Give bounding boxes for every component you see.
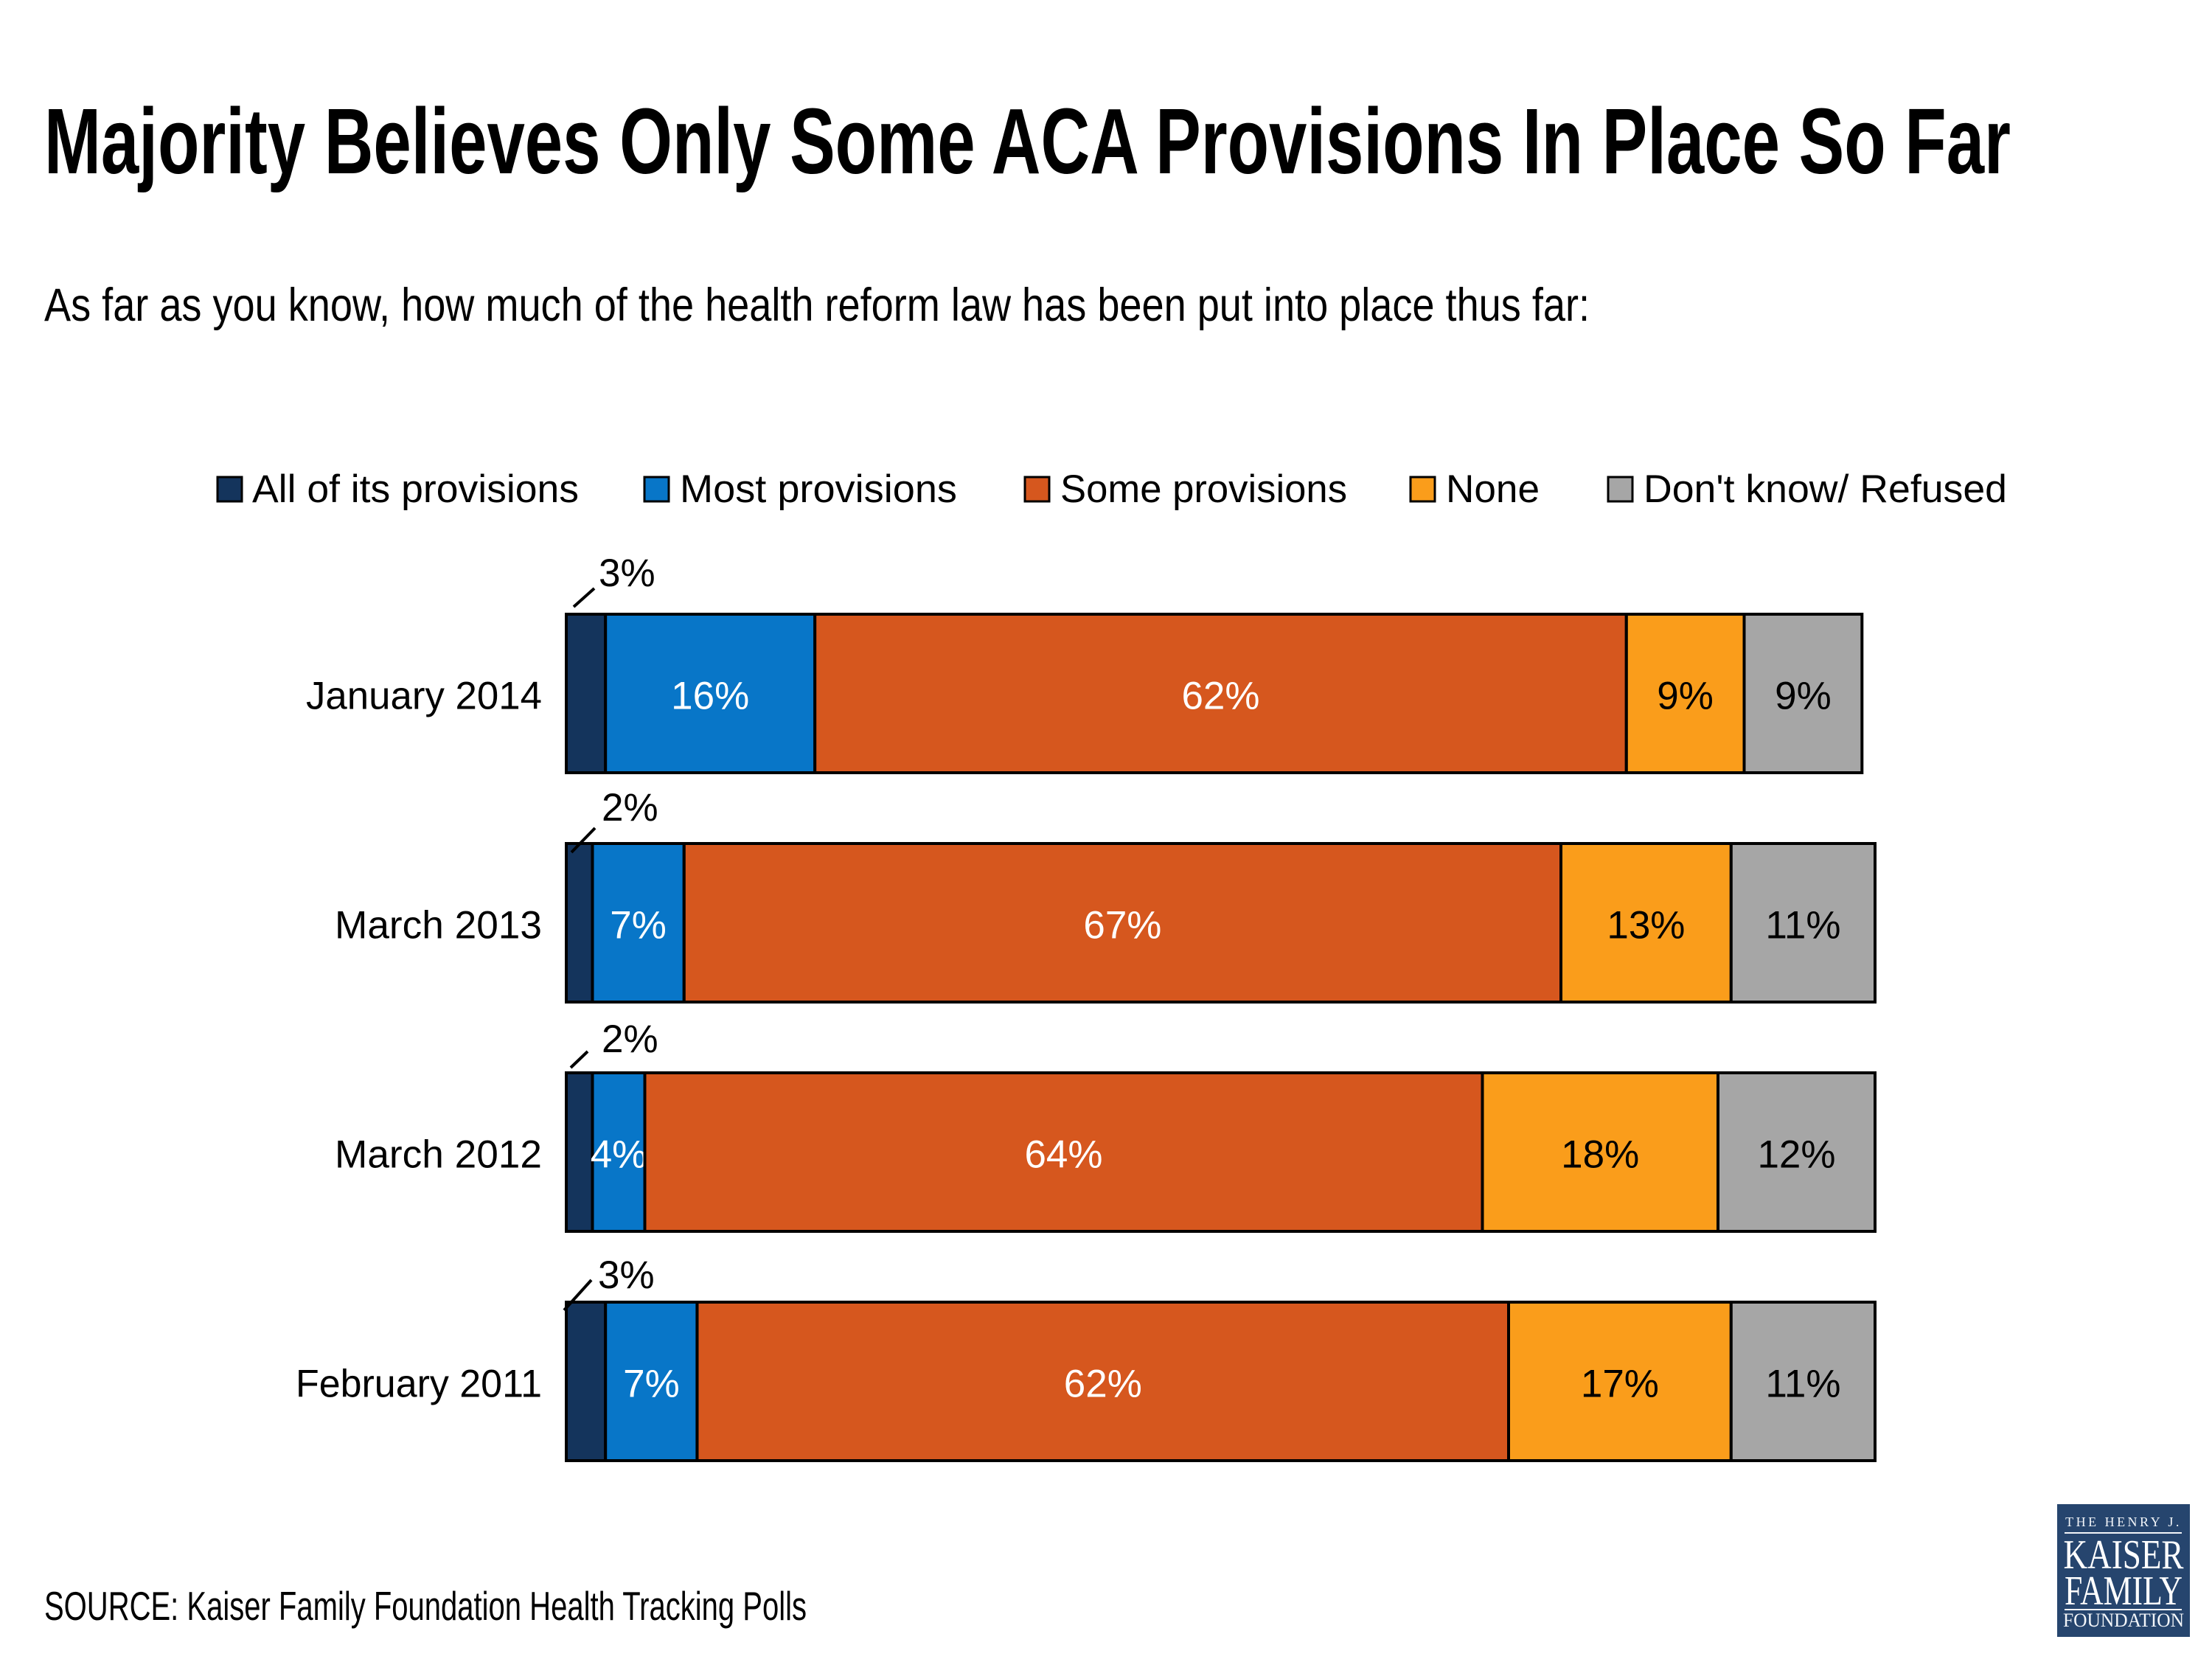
svg-text:11%: 11%	[1765, 1363, 1840, 1406]
svg-text:January 2014: January 2014	[306, 675, 542, 718]
svg-text:All of its provisions: All of its provisions	[252, 467, 579, 511]
svg-text:9%: 9%	[1657, 675, 1714, 718]
svg-text:March 2012: March 2012	[335, 1133, 542, 1177]
svg-text:FAMILY: FAMILY	[2065, 1568, 2183, 1614]
svg-text:SOURCE: Kaiser Family Foundati: SOURCE: Kaiser Family Foundation Health …	[44, 1583, 807, 1629]
svg-text:67%: 67%	[1083, 904, 1161, 947]
svg-text:17%: 17%	[1581, 1363, 1659, 1406]
svg-text:February 2011: February 2011	[296, 1363, 542, 1406]
svg-text:64%: 64%	[1024, 1133, 1102, 1177]
svg-text:11%: 11%	[1765, 904, 1840, 947]
svg-text:As far as you know, how much o: As far as you know, how much of the heal…	[44, 279, 1590, 331]
svg-text:4%: 4%	[591, 1133, 647, 1177]
svg-text:3%: 3%	[599, 552, 655, 595]
svg-text:FOUNDATION: FOUNDATION	[2063, 1610, 2184, 1631]
svg-text:2%: 2%	[602, 1018, 658, 1061]
svg-text:18%: 18%	[1561, 1133, 1639, 1177]
svg-text:Don't know/ Refused: Don't know/ Refused	[1644, 467, 2007, 511]
svg-text:KAISER: KAISER	[2064, 1532, 2185, 1578]
svg-text:March 2013: March 2013	[335, 904, 542, 947]
svg-text:THE HENRY J.: THE HENRY J.	[2065, 1514, 2182, 1529]
svg-text:3%: 3%	[598, 1253, 655, 1297]
svg-text:9%: 9%	[1775, 675, 1832, 718]
svg-text:7%: 7%	[610, 904, 667, 947]
svg-text:None: None	[1446, 467, 1540, 511]
svg-text:62%: 62%	[1181, 675, 1259, 718]
svg-text:62%: 62%	[1064, 1363, 1142, 1406]
svg-text:Some provisions: Some provisions	[1060, 467, 1347, 511]
svg-text:Majority Believes Only Some AC: Majority Believes Only Some ACA Provisio…	[44, 89, 2011, 193]
svg-text:13%: 13%	[1607, 904, 1685, 947]
svg-text:16%: 16%	[671, 675, 749, 718]
svg-text:7%: 7%	[623, 1363, 680, 1406]
svg-text:Most provisions: Most provisions	[680, 467, 957, 511]
svg-text:12%: 12%	[1757, 1133, 1835, 1177]
svg-text:2%: 2%	[602, 786, 658, 830]
